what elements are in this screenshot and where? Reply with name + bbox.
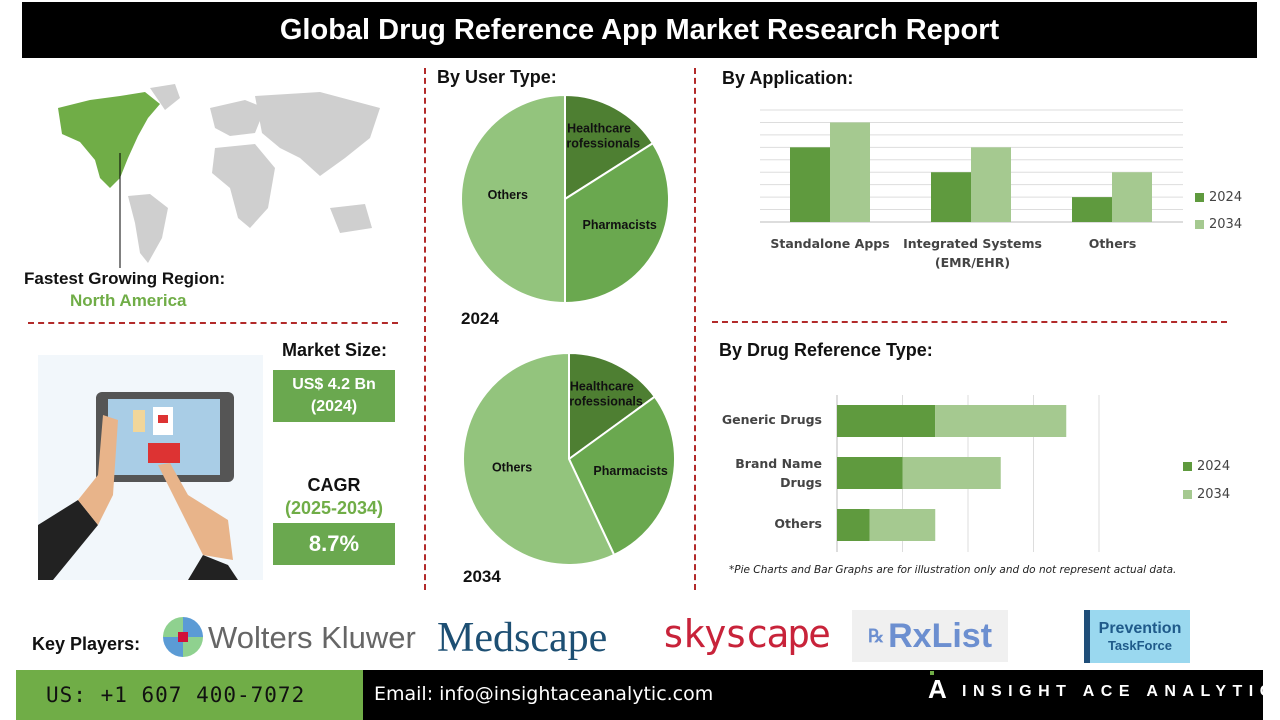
application-title: By Application: [722,68,854,88]
legend-label: 2024 [1209,190,1243,205]
pie-slice-others [462,351,616,566]
bar-2024 [837,405,936,437]
page-title: Global Drug Reference App Market Researc… [22,2,1257,58]
user-type-pies: Healthcare Professionals Pharmacists Others… [460,93,676,566]
pie-slice-pharmacists [564,141,670,305]
drug-legend-2024: 2024 [1183,459,1230,474]
logo-prevention-taskforce: Prevention TaskForce [1084,610,1190,663]
app-legend-2034: 2034 [1195,217,1242,232]
pie-label: Others [488,188,528,202]
logo-medscape: Medscape [437,615,608,661]
wolters-kluwer-logo-icon [163,617,203,657]
region-value: North America [70,291,187,310]
footer-brand: INSIGHT ACE ANALYTIC [962,683,1278,700]
app-x-label-line1: Integrated Systems [903,236,1042,251]
logo-wolters-kluwer: Wolters Kluwer [208,620,416,655]
world-map [58,84,380,268]
bar-2024 [837,457,903,489]
region-label: Fastest Growing Region: [24,269,226,288]
bar-2024 [790,147,830,222]
bar-2034 [971,147,1011,222]
legend-swatch [1195,193,1204,202]
north-america [58,92,160,188]
bar-2024 [1072,197,1112,222]
asia [255,92,380,176]
app-x-label-standalone: Standalone Apps [770,236,890,251]
pie-slice-others [460,93,566,305]
bar-2024 [931,172,971,222]
africa [212,144,275,228]
pie-label: Others [492,461,532,475]
application-bar-chart [760,109,1183,223]
drug-y-label-brand: Brand Name Drugs [700,454,822,492]
legend-swatch [1195,220,1204,229]
australia [330,204,372,233]
footnote: *Pie Charts and Bar Graphs are for illus… [729,564,1177,576]
app-x-label-integrated: Integrated Systems (EMR/EHR) [900,234,1045,272]
cagr-value: 8.7% [273,523,395,565]
drug-type-title: By Drug Reference Type: [719,340,933,360]
pie-slice-healthcare-professionals [564,93,655,201]
bar-2034 [935,405,1067,437]
key-players-label: Key Players: [32,634,141,654]
divider [424,68,426,590]
footer-bar [363,670,1263,720]
footer-email[interactable]: Email: info@insightaceanalytic.com [374,683,714,705]
drug-y-label-line1: Brand Name [735,456,822,471]
divider [712,321,1227,323]
logo-skyscape: skyscape [662,612,831,656]
pie-label: Healthcare Professionals [558,121,640,150]
app-x-label-line2: (EMR/EHR) [934,255,1011,270]
bar-2024 [837,509,870,541]
pie-label: Healthcare Professionals [561,379,643,408]
logo-rxlist: ℞ RxList [852,610,1008,662]
logo-line2: TaskForce [1107,638,1173,653]
drug-y-label-others: Others [774,516,822,531]
footer-phone: US: +1 607 400-7072 [16,670,363,720]
drug-y-label-generic: Generic Drugs [721,412,822,427]
pie-label: Pharmacists [583,218,657,232]
legend-label: 2034 [1209,217,1243,232]
drug-legend-2034: 2034 [1183,487,1230,502]
tablet-illustration [38,355,263,580]
market-size-box: US$ 4.2 Bn (2024) [273,370,395,422]
legend-label: 2024 [1197,459,1231,474]
logo-line1: Prevention [1098,620,1182,637]
bar-2034 [902,457,1001,489]
bar-2034 [830,122,870,222]
drug-y-label-line2: Drugs [780,475,822,490]
legend-swatch [1183,462,1192,471]
legend-swatch [1183,490,1192,499]
europe [210,100,265,136]
app-x-label-others: Others [1088,236,1137,251]
market-size-year: (2024) [310,398,358,415]
pie-slice-healthcare-professionals [568,351,657,461]
divider [28,322,398,324]
cagr-label: CAGR [307,475,361,495]
bar-2034 [1112,172,1152,222]
pie-label: Pharmacists [593,464,667,478]
pie-slice-pharmacists [567,395,676,557]
legend-label: 2034 [1197,487,1231,502]
market-size-label: Market Size: [282,340,388,360]
drug-type-bar-chart [836,395,1100,552]
south-america [128,194,168,263]
rxlist-text: RxList [888,616,993,655]
divider [694,68,696,590]
cagr-period: (2025-2034) [284,498,384,518]
rx-icon: ℞ [867,625,885,646]
insight-ace-logo-icon: A [928,671,947,705]
pie-2034-year: 2034 [463,567,501,586]
bar-2034 [869,509,936,541]
user-type-title: By User Type: [437,67,557,87]
pie-2024-year: 2024 [461,309,499,328]
app-legend-2024: 2024 [1195,190,1242,205]
market-size-value: US$ 4.2 Bn [292,376,376,393]
greenland [150,84,180,110]
